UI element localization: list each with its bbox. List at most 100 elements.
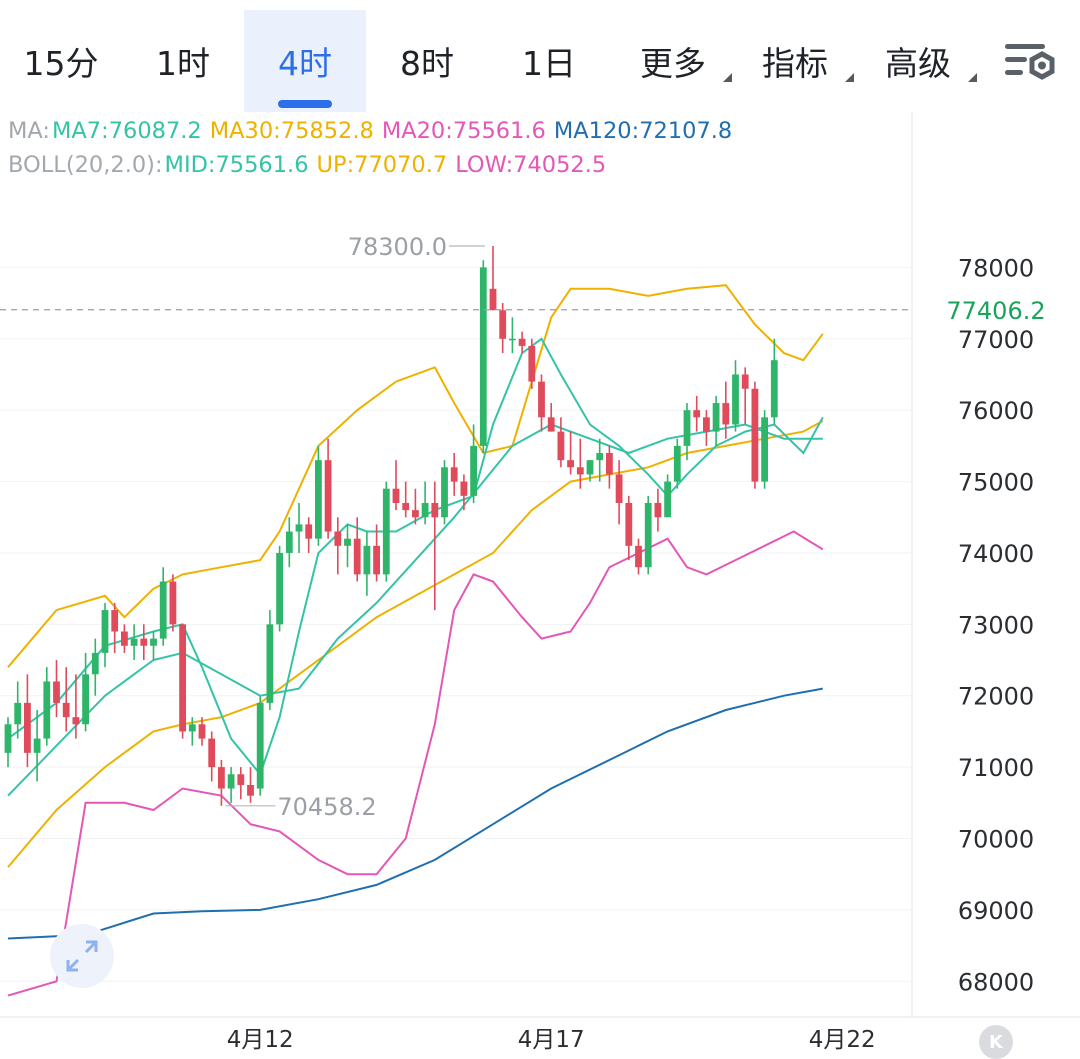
- ma120-value: MA120:72107.8: [553, 118, 733, 144]
- candle-body: [518, 338, 526, 346]
- y-tick-label: 68000: [958, 968, 1034, 996]
- candle-body: [412, 510, 419, 518]
- tab-indicators-label: 指标: [762, 44, 828, 83]
- candle-body: [72, 717, 80, 725]
- candle-body: [247, 784, 254, 796]
- candle-body: [140, 638, 148, 646]
- y-tick-label: 73000: [958, 611, 1034, 639]
- dropdown-triangle-icon: [845, 73, 854, 82]
- candle-body: [159, 581, 167, 639]
- ma7-line: [7, 337, 824, 777]
- dropdown-triangle-icon: [723, 73, 732, 82]
- candle-body: [402, 502, 410, 511]
- candle-body: [237, 774, 245, 785]
- candle-body: [489, 288, 497, 311]
- candle-body: [111, 610, 119, 632]
- tab-8h-label: 8时: [400, 44, 454, 83]
- expand-chart-button[interactable]: [50, 924, 114, 988]
- candle-body: [664, 481, 671, 518]
- ma120-line: [7, 687, 823, 940]
- boll-up-line: [7, 284, 824, 668]
- candle-body: [53, 681, 60, 703]
- candle-body: [382, 488, 390, 575]
- ma30-value: MA30:75852.8: [209, 118, 374, 144]
- tab-8h[interactable]: 8时: [366, 10, 488, 112]
- boll-legend: BOLL(20,2.0):MID:75561.6 UP:77070.7 LOW:74…: [8, 152, 614, 178]
- candle-body: [179, 624, 186, 732]
- dropdown-triangle-icon: [968, 73, 977, 82]
- tab-4h[interactable]: 4时: [244, 10, 366, 112]
- candle-body: [4, 724, 12, 753]
- ma20-value: MA20:75561.6: [381, 118, 546, 144]
- candle-body: [635, 545, 642, 568]
- y-tick-label: 70000: [958, 826, 1034, 854]
- candle-body: [334, 531, 342, 546]
- y-tick-label: 69000: [958, 897, 1034, 925]
- tab-1d-label: 1日: [522, 44, 576, 83]
- candle-body: [712, 403, 720, 432]
- candle-body: [703, 417, 710, 432]
- tab-4h-label: 4时: [278, 44, 332, 83]
- candle-body: [528, 345, 536, 382]
- tab-more-dropdown[interactable]: 更多: [628, 10, 732, 112]
- candle-body: [150, 638, 157, 646]
- timeframe-tab-bar: 15分 1时 4时 8时 1日 更多 指标 高级: [0, 0, 1080, 112]
- boll-mid-value: MID:75561.6: [164, 152, 309, 178]
- candle-body: [392, 488, 400, 503]
- candle-body: [479, 267, 487, 446]
- y-tick-label: 71000: [958, 754, 1034, 782]
- candle-body: [761, 417, 768, 482]
- boll-mid-line: [7, 423, 823, 797]
- tab-1h-label: 1时: [156, 44, 210, 83]
- boll-low-value: LOW:74052.5: [455, 152, 607, 178]
- candle-body: [353, 538, 361, 575]
- tab-15min[interactable]: 15分: [0, 10, 122, 112]
- candle-body: [208, 738, 216, 768]
- candle-body: [227, 774, 235, 789]
- candle-body: [693, 410, 701, 418]
- tab-advanced-dropdown[interactable]: 高级: [873, 10, 977, 112]
- tab-more-label: 更多: [640, 44, 706, 83]
- candle-body: [315, 460, 322, 539]
- candle-body: [305, 524, 313, 539]
- expand-arrows-icon: [66, 940, 98, 972]
- tab-indicators-dropdown[interactable]: 指标: [750, 10, 854, 112]
- candle-body: [431, 502, 439, 518]
- ma-legend-label: MA:: [8, 118, 50, 144]
- candle-body: [295, 524, 303, 532]
- candle-body: [324, 460, 332, 532]
- x-tick-label: 4月17: [518, 1027, 585, 1053]
- candle-body: [188, 724, 196, 732]
- candle-body: [606, 453, 613, 475]
- tab-1h[interactable]: 1时: [122, 10, 244, 112]
- candle-body: [557, 431, 565, 461]
- candle-body: [499, 310, 507, 339]
- candle-body: [101, 610, 109, 653]
- candle-body: [33, 738, 41, 753]
- candle-body: [596, 453, 604, 461]
- candle-body: [538, 381, 545, 418]
- chart-settings-button[interactable]: [1000, 38, 1060, 88]
- candle-body: [625, 502, 633, 546]
- y-tick-label: 76000: [958, 397, 1034, 425]
- candle-body: [509, 338, 516, 341]
- tab-1d[interactable]: 1日: [488, 10, 610, 112]
- candle-body: [82, 674, 89, 725]
- ma7-value: MA7:76087.2: [52, 118, 202, 144]
- active-tab-indicator: [278, 100, 332, 108]
- candle-body: [266, 624, 274, 703]
- x-tick-label: 4月12: [227, 1027, 294, 1053]
- last-price-label: 77406.2: [946, 297, 1045, 325]
- boll-up-value: UP:77070.7: [316, 152, 448, 178]
- candle-body: [751, 388, 759, 482]
- kline-logo-icon: K: [979, 1025, 1013, 1059]
- candle-body: [91, 652, 99, 675]
- candle-body: [644, 502, 652, 568]
- candle-body: [373, 545, 380, 575]
- candle-body: [218, 767, 225, 789]
- y-tick-label: 74000: [958, 540, 1034, 568]
- tab-advanced-label: 高级: [885, 44, 951, 83]
- candle-body: [256, 702, 264, 789]
- candle-body: [470, 445, 477, 496]
